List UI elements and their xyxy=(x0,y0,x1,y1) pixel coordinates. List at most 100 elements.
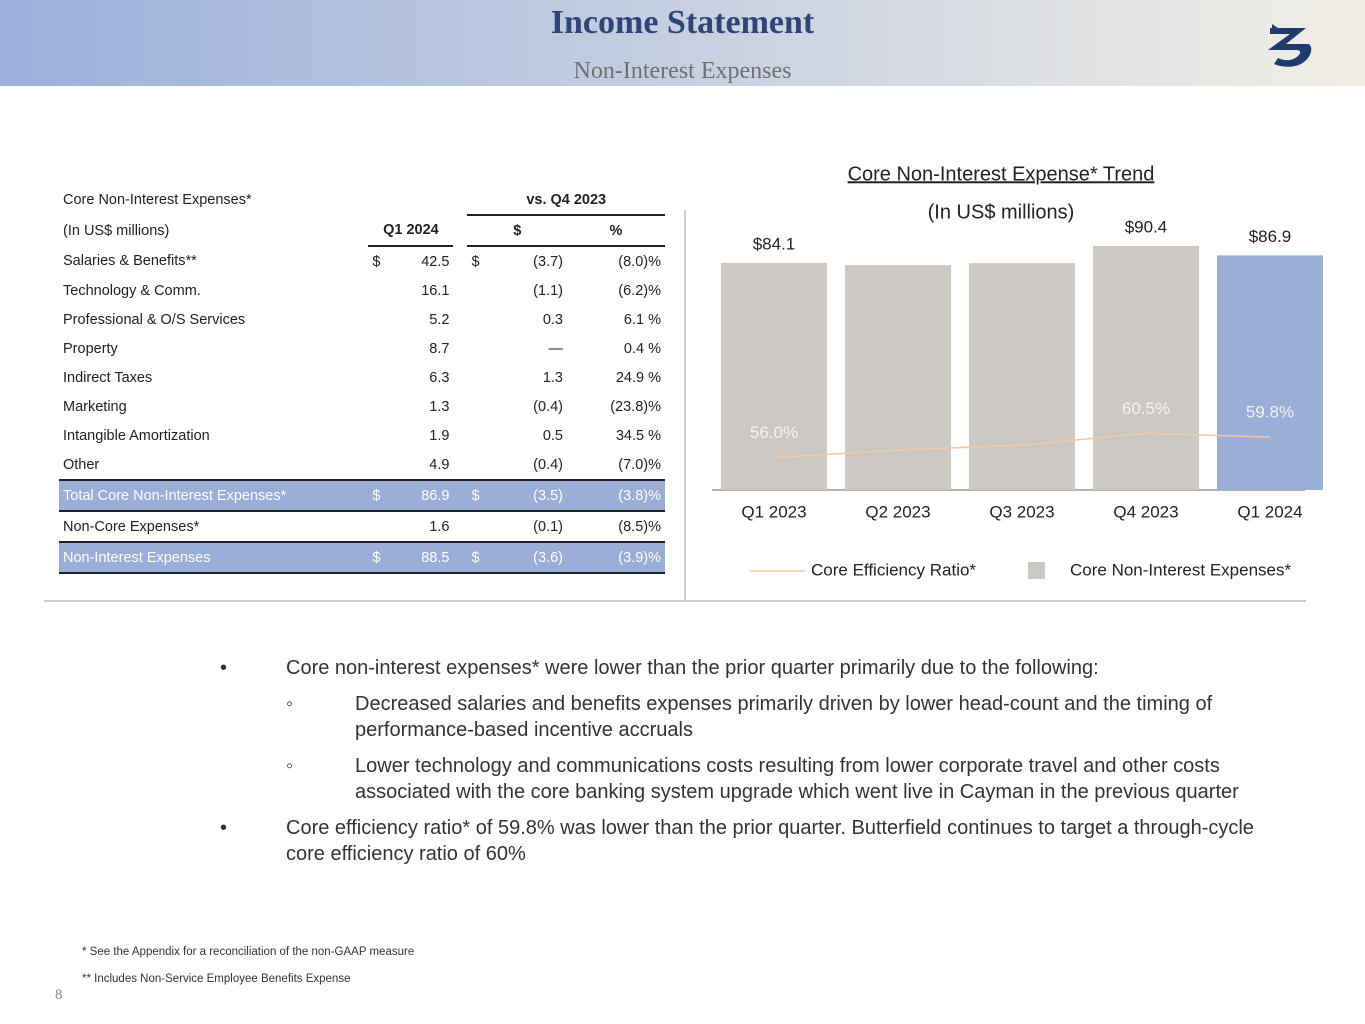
spacer xyxy=(453,185,467,215)
table-cell: Intangible Amortization xyxy=(63,427,210,444)
table-cell xyxy=(453,246,467,276)
table-cell: — xyxy=(548,340,564,357)
table-cell: $ xyxy=(471,253,480,270)
spacer xyxy=(368,185,453,215)
table-header-row: Core Non-Interest Expenses* vs. Q4 2023 xyxy=(59,185,665,216)
table-cell: (0.4) xyxy=(533,398,563,415)
table-cell: 42.5 xyxy=(421,253,450,270)
data-label: 56.0% xyxy=(750,423,798,442)
table-cell xyxy=(368,392,394,421)
table-cell xyxy=(453,421,467,450)
x-tick-label: Q2 2023 xyxy=(865,502,930,521)
table-cell: 24.9 % xyxy=(615,369,661,386)
data-label: $86.9 xyxy=(1249,227,1292,246)
table-cell xyxy=(467,305,489,334)
table-cell xyxy=(453,479,468,512)
x-tick-label: Q4 2023 xyxy=(1113,502,1178,521)
logo xyxy=(1268,24,1312,67)
bullet-marker: ◦ xyxy=(286,693,294,715)
table-cell: (3.7) xyxy=(533,253,563,270)
table-cell: (23.8)% xyxy=(610,398,661,415)
table-cell xyxy=(467,334,489,363)
footnotes: * See the Appendix for a reconciliation … xyxy=(82,946,414,1000)
table-cell: Indirect Taxes xyxy=(63,369,153,386)
x-tick-label: Q3 2023 xyxy=(989,502,1054,521)
table-cell xyxy=(368,421,394,450)
bullet: ◦ Lower technology and communications cos… xyxy=(220,753,1290,805)
table-cell: 4.9 xyxy=(429,456,450,473)
bullet: • Core efficiency ratio* of 59.8% was low… xyxy=(220,815,1290,867)
table-header-cell: $ xyxy=(467,215,567,247)
table-header-row: (In US$ millions) Q1 2024 $% xyxy=(59,215,665,247)
data-label: 59.8% xyxy=(1246,403,1294,422)
line xyxy=(773,432,1271,459)
table-cell xyxy=(467,450,489,480)
legend-swatch xyxy=(1028,562,1045,579)
bullet-marker: ◦ xyxy=(286,755,294,777)
table-row: Intangible Amortization 1.9 0.5 34.5 % xyxy=(59,421,665,450)
bullet: ◦ Decreased salaries and benefits expense… xyxy=(220,691,1290,743)
table-cell: Salaries & Benefits** xyxy=(63,253,197,269)
table-cell: 86.9 xyxy=(394,479,454,512)
bullet-marker: • xyxy=(220,817,228,839)
table-row: Salaries & Benefits** $42.5 $ (3.7) (8.0)% xyxy=(59,246,665,276)
table-cell xyxy=(368,334,394,363)
table-cell: $ xyxy=(467,541,489,574)
table-cell: 1.9 xyxy=(429,427,450,444)
table-cell: 1.6 xyxy=(429,518,450,535)
table-cell: 34.5 % xyxy=(615,427,661,444)
table-cell: 0.4 % xyxy=(623,340,661,357)
expense-table: Core Non-Interest Expenses* vs. Q4 2023 (I… xyxy=(59,185,665,574)
table-cell xyxy=(453,450,467,480)
table-cell: Technology & Comm. xyxy=(63,282,201,299)
table-cell: (3.6) xyxy=(489,541,567,574)
table-cell: $ xyxy=(467,479,489,512)
table-cell xyxy=(467,392,489,421)
bar xyxy=(1093,245,1199,490)
table-cell xyxy=(453,511,467,542)
table-cell: $ xyxy=(372,253,381,270)
table-row: Total Core Non-Interest Expenses* $86.9 $(… xyxy=(59,479,665,512)
table-row: Professional & O/S Services 5.2 0.3 6.1 % xyxy=(59,305,665,334)
table-row: Other 4.9 (0.4) (7.0)% xyxy=(59,450,665,480)
page-title: Income Statement xyxy=(550,4,815,41)
table-header-cell: (In US$ millions) xyxy=(63,222,170,239)
page-subtitle: Non-Interest Expenses xyxy=(573,58,792,84)
table-cell: 5.2 xyxy=(429,311,450,328)
table-row: Property 8.7 — 0.4 % xyxy=(59,334,665,363)
bar xyxy=(845,265,951,490)
table-row: Non-Core Expenses* 1.6 (0.1) (8.5)% xyxy=(59,511,665,542)
table-header-cell: vs. Q4 2023 xyxy=(467,185,665,216)
bar xyxy=(721,262,827,490)
table-cell: (0.1) xyxy=(533,518,563,535)
table-cell xyxy=(368,511,394,542)
bar xyxy=(1217,255,1323,490)
table-cell: Professional & O/S Services xyxy=(63,311,246,328)
table-cell: Other xyxy=(63,456,100,473)
table-cell: (0.4) xyxy=(533,456,563,473)
table-cell: (8.0)% xyxy=(618,253,661,270)
table-cell: Property xyxy=(63,340,118,357)
table-cell: 0.3 xyxy=(542,311,563,328)
data-label: $84.1 xyxy=(753,234,796,253)
bullets: • Core non-interest expenses* were lower … xyxy=(220,655,1290,877)
table-cell xyxy=(368,305,394,334)
bullet-text: Core efficiency ratio* of 59.8% was lowe… xyxy=(286,817,1254,865)
header-band xyxy=(0,0,1365,86)
table-cell xyxy=(467,421,489,450)
table-cell xyxy=(453,363,467,392)
table-cell: 88.5 xyxy=(394,541,454,574)
table-cell: 6.3 xyxy=(429,369,450,386)
legend-label: Core Efficiency Ratio* xyxy=(811,560,976,579)
table-row: Marketing 1.3 (0.4) (23.8)% xyxy=(59,392,665,421)
table-cell xyxy=(368,450,394,480)
legend-label: Core Non-Interest Expenses* xyxy=(1070,560,1291,579)
table-cell: Marketing xyxy=(63,398,127,415)
table-cell: 1.3 xyxy=(429,398,450,415)
bullet-marker: • xyxy=(220,657,228,679)
page-number: 8 xyxy=(55,987,63,1003)
bullet: • Core non-interest expenses* were lower … xyxy=(220,655,1290,681)
table-header-cell: Q1 2024 xyxy=(368,215,454,247)
chart-subtitle: (In US$ millions) xyxy=(928,201,1075,223)
